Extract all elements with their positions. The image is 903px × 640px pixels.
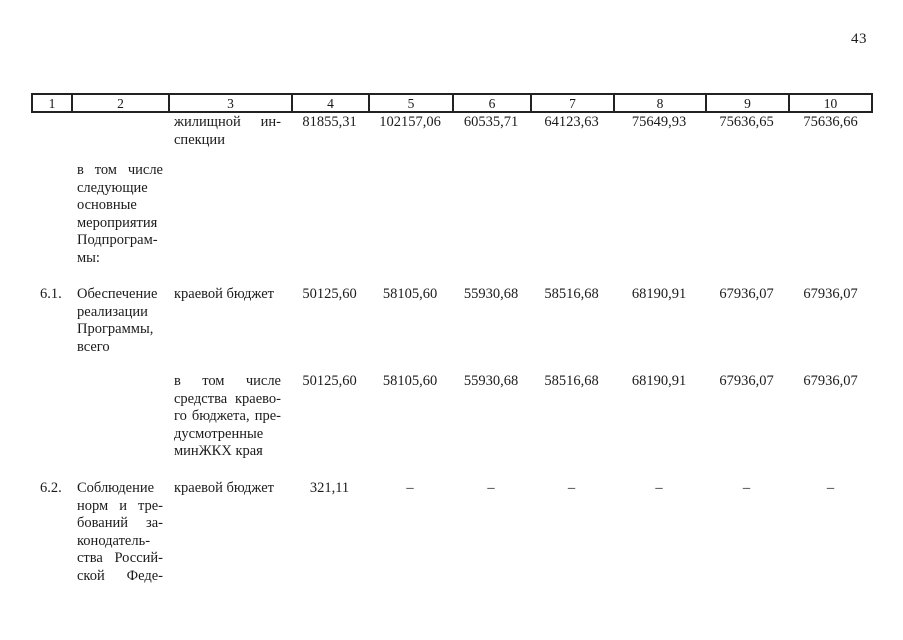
column-header-5: 5 [370,95,454,111]
table-row-intro: в том числе следующие основные мероприятия П… [31,162,873,267]
value-cell: 64123,63 [544,114,599,130]
value-cell: – [826,480,835,496]
value-cell: 50125,60 [302,373,357,389]
value-cell: 60535,71 [463,114,519,130]
value-cell: – [742,480,751,496]
funding-source-cell: в том числе средства краево-го бюджета, п… [174,373,281,459]
value-cell: – [406,480,414,496]
column-header-6: 6 [454,95,532,111]
row-index-cell: 6.2. [40,480,62,496]
table-row-6-1: 6.1. Обеспечение реализации Программы, всег… [31,286,873,356]
value-cell: 67936,07 [803,373,858,389]
measure-name-cell [71,114,168,149]
value-cell: – [487,480,495,496]
column-header-2: 2 [73,95,170,111]
measure-name-cell [71,373,168,461]
column-header-9: 9 [707,95,790,111]
table-row-6-1-sub: в том числе средства краево-го бюджета, п… [31,373,873,461]
column-header-8: 8 [615,95,707,111]
value-cell: 58105,60 [382,286,438,302]
table-header-row: 1 2 3 4 5 6 7 8 9 10 [31,93,873,113]
funding-source-cell [168,162,291,267]
column-header-3: 3 [170,95,293,111]
value-cell: – [567,480,576,496]
row-index-cell: 6.1. [40,286,62,302]
row-index-cell [31,162,71,267]
value-cell: 68190,91 [631,286,687,302]
value-cell: 55930,68 [463,286,519,302]
value-cell: 55930,68 [463,373,519,389]
funding-source-cell: жилищной ин-спекции [174,114,281,148]
value-cell: 102157,06 [379,114,441,130]
page-number: 43 [851,31,867,47]
value-cell: 68190,91 [631,373,687,389]
value-cell: 75649,93 [631,114,687,130]
value-cell: 75636,65 [719,114,774,130]
table-row-6-2: 6.2. Соблюдение норм и тре-бований за-кон… [31,480,873,585]
value-cell: 50125,60 [302,286,357,302]
value-cell: 321,11 [309,480,350,496]
value-cell: 81855,31 [302,114,357,130]
measure-name-cell: Обеспечение реализации Программы, всего [77,286,158,355]
value-cell: 67936,07 [803,286,858,302]
column-header-7: 7 [532,95,615,111]
value-cell: 75636,66 [803,114,858,130]
value-cell: 67936,07 [719,286,774,302]
value-cell: – [655,480,663,496]
row-index-cell [31,114,71,149]
column-header-10: 10 [823,96,838,111]
row-index-cell [31,373,71,461]
measure-name-cell: в том числе следующие основные мероприятия П… [77,162,163,266]
value-cell: 58516,68 [544,373,599,389]
value-cell: 58105,60 [382,373,438,389]
column-header-1: 1 [33,95,73,111]
value-cell: 67936,07 [719,373,774,389]
value-cell: 58516,68 [544,286,599,302]
table-row-continuation: жилищной ин-спекции 81855,31 102157,06 6… [31,114,873,149]
measure-name-cell: Соблюдение норм и тре-бований за-конодате… [77,480,163,584]
funding-source-cell: краевой бюджет [174,286,274,302]
column-header-4: 4 [293,95,370,111]
budget-table: 1 2 3 4 5 6 7 8 9 10 жилищной ин-спекции… [31,93,873,613]
funding-source-cell: краевой бюджет [174,480,274,496]
